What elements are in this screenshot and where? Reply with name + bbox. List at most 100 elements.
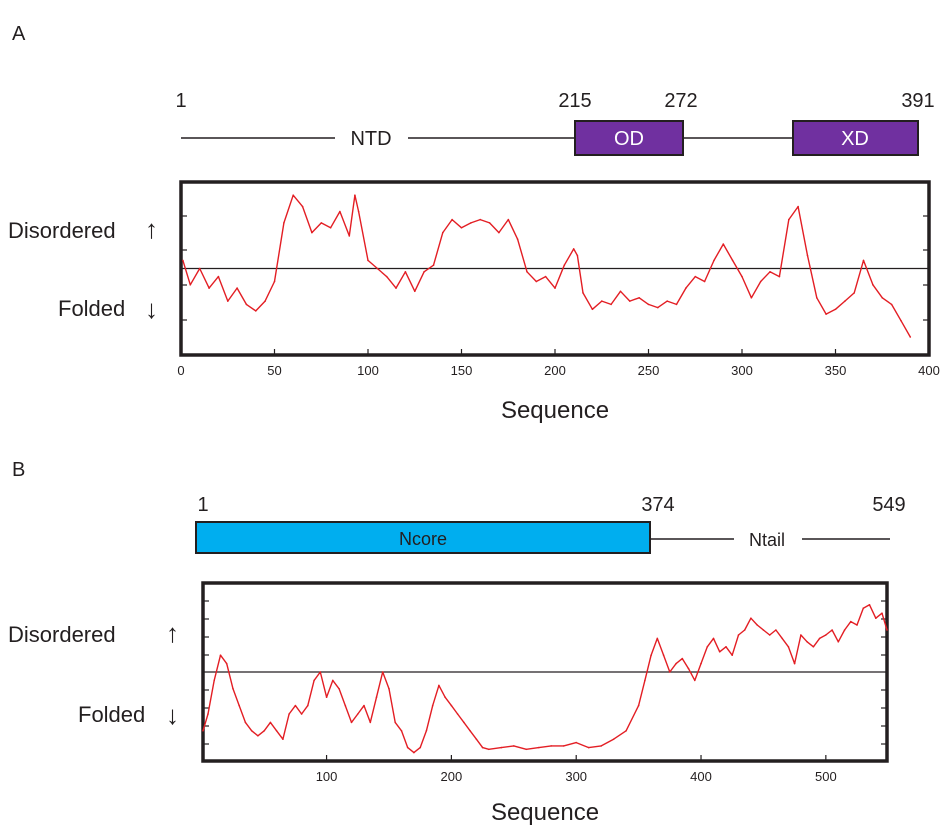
panel-a-data-point (264, 300, 266, 302)
panel-a-residue-label-1: 1 (175, 90, 186, 112)
panel-a-data-point (227, 300, 229, 302)
panel-b-data-point (831, 629, 833, 631)
panel-a-data-point (348, 235, 351, 237)
panel-a: A 1 215 272 391 NTD OD XD Disordered ↑ F… (8, 23, 940, 424)
panel-a-data-point (301, 205, 304, 208)
panel-b-data-point (868, 604, 871, 606)
panel-b-data-point (625, 730, 627, 732)
panel-b-data-point (806, 641, 808, 643)
panel-a-data-point (576, 254, 579, 257)
panel-a-data-point (582, 292, 584, 294)
panel-b-data-point (425, 730, 428, 732)
panel-a-data-point (208, 287, 210, 289)
panel-b-x-tick-label: 100 (316, 769, 338, 784)
panel-b-data-point (307, 704, 309, 707)
panel-a-data-point (834, 308, 837, 311)
panel-a-data-point (311, 231, 313, 234)
panel-a-data-point (844, 300, 846, 302)
panel-a-disorder-series (182, 194, 911, 338)
panel-b-data-point (244, 721, 247, 724)
panel-b-data-point (675, 662, 677, 665)
panel-a-data-point (255, 310, 257, 312)
panel-b-data-point (712, 637, 715, 640)
panel-a-data-point (825, 313, 827, 315)
panel-a-x-ticks: 0 50 100 150 200 250 300 350 400 (177, 349, 940, 378)
panel-a-data-point (460, 227, 463, 229)
panel-b-data-point (612, 738, 615, 740)
panel-a-up-arrow: ↑ (145, 214, 158, 244)
panel-b-data-point (338, 688, 340, 690)
panel-a-data-point (395, 287, 397, 289)
panel-b-data-point (375, 696, 378, 698)
panel-a-data-point (703, 280, 706, 283)
panel-a-y-ticks-right (923, 215, 929, 321)
panel-b-data-point (818, 637, 821, 640)
panel-a-plot: 0 50 100 150 200 250 300 350 400 (177, 180, 940, 378)
panel-a-data-point (292, 194, 295, 196)
panel-a-data-point (329, 227, 332, 229)
panel-a-x-tick-label: 50 (267, 363, 281, 378)
panel-a-data-point (507, 218, 510, 221)
panel-b-data-point (469, 730, 471, 732)
panel-b-residue-label-1: 1 (197, 494, 208, 516)
panel-b-y-ticks-left (203, 600, 209, 745)
panel-a-domain-od-box (574, 120, 684, 156)
panel-a-data-point (675, 303, 678, 306)
panel-b-data-point (525, 748, 528, 751)
panel-b-data-point (369, 721, 372, 724)
panel-a-data-point (759, 280, 762, 283)
panel-b-domain-ncore-box (195, 521, 651, 554)
panel-a-data-point (619, 290, 622, 293)
panel-b-data-point (413, 751, 415, 754)
panel-a-data-point (423, 271, 425, 273)
panel-a-data-point (357, 210, 360, 213)
panel-b-data-point (725, 646, 727, 648)
panel-b-data-point (438, 684, 440, 687)
panel-a-data-point (666, 300, 668, 302)
panel-a-data-point (376, 267, 379, 270)
panel-b-data-point (431, 704, 434, 707)
panel-b-data-point (793, 662, 796, 665)
panel-b-data-point (600, 745, 602, 747)
panel-a-data-point (713, 259, 715, 262)
panel-a-data-point (788, 218, 790, 221)
panel-a-y-ticks-left (181, 215, 187, 321)
panel-a-data-point (498, 231, 500, 234)
panel-b-data-point (781, 637, 783, 640)
panel-a-data-point (385, 275, 388, 278)
panel-a-data-point (320, 222, 323, 224)
panel-b-data-point (681, 657, 684, 660)
panel-a-data-point (236, 287, 238, 289)
panel-b-data-point (886, 629, 888, 631)
panel-a-data-point (414, 290, 416, 293)
panel-b-data-point (837, 641, 840, 643)
panel-b-data-point (662, 654, 665, 656)
panel-a-disordered-label: Disordered (8, 218, 116, 243)
panel-b-data-point (300, 713, 303, 715)
panel-b-data-point (344, 704, 347, 707)
panel-a-folded-label: Folded (58, 296, 125, 321)
panel-a-domain-xd-label: XD (841, 128, 869, 150)
panel-a-data-point (404, 271, 407, 273)
panel-b-data-point (843, 629, 846, 631)
panel-a-data-point (535, 280, 538, 283)
panel-b-data-point (444, 696, 446, 698)
panel-b-data-point (419, 746, 422, 749)
panel-a-domain-map: 1 215 272 391 NTD OD XD (175, 90, 935, 156)
panel-a-data-point (554, 287, 556, 289)
panel-a-data-point (198, 267, 201, 270)
panel-a-x-tick-label: 250 (638, 363, 660, 378)
panel-b-data-point (357, 713, 359, 715)
panel-a-data-points (182, 194, 912, 338)
panel-a-data-point (778, 275, 781, 278)
panel-a-data-point (526, 271, 528, 273)
panel-b-data-point (294, 704, 297, 707)
panel-b-x-tick-label: 500 (815, 769, 837, 784)
panel-a-data-point (572, 248, 575, 250)
panel-b-data-point (232, 688, 234, 690)
panel-a-residue-label-391: 391 (901, 90, 934, 112)
panel-b-disorder-series (202, 604, 888, 754)
panel-a-data-point (853, 292, 855, 294)
panel-b-data-point (406, 746, 409, 749)
